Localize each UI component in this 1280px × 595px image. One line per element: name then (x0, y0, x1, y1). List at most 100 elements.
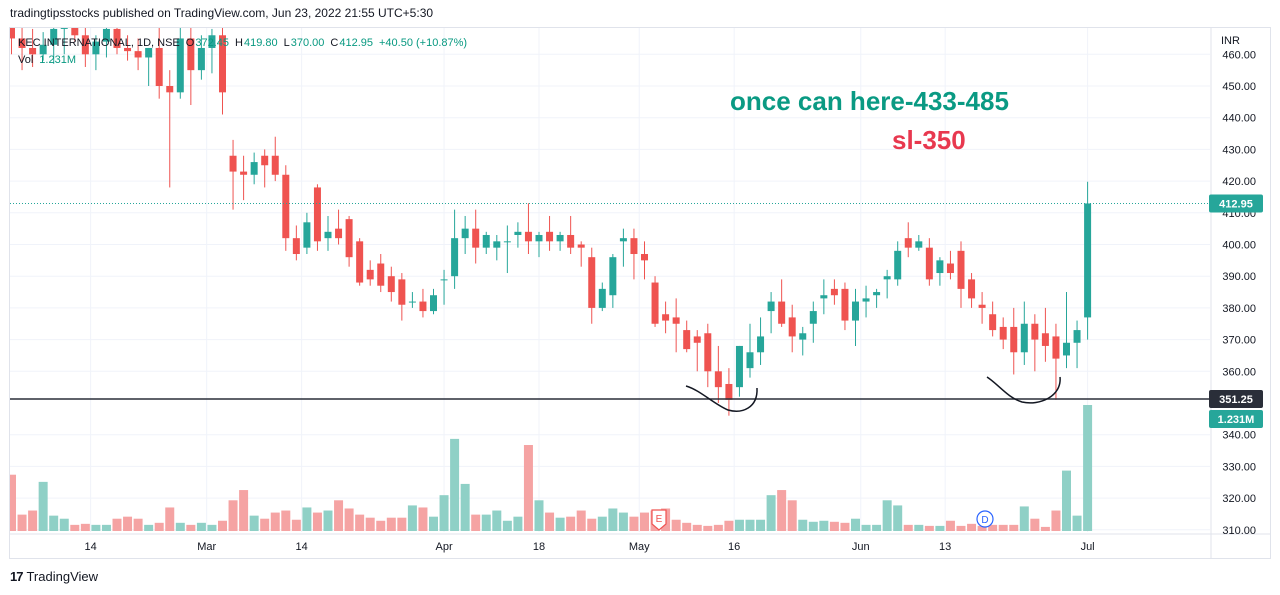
candle-body (873, 292, 881, 296)
volume-bar (460, 483, 470, 531)
volume-bar (418, 507, 428, 531)
legend-h-value: 419.80 (243, 36, 278, 49)
time-tick-label: 14 (296, 541, 308, 553)
volume-bar (481, 514, 491, 531)
volume-bar (439, 495, 449, 531)
earnings-marker-icon: E (651, 509, 667, 531)
volume-bar (281, 510, 291, 531)
volume-bar (323, 510, 333, 531)
candle-body (261, 155, 269, 166)
target-annotation[interactable]: once can here-433-485 (730, 86, 1009, 116)
last-price-badge-text: 412.95 (1219, 198, 1253, 210)
candle-body (999, 326, 1007, 340)
candle-body (303, 222, 311, 248)
volume-bar (977, 525, 987, 531)
volume-bar (344, 508, 354, 531)
legend-symbol[interactable]: KEC INTERNATIONAL, 1D, NSE (18, 36, 180, 49)
price-tick-label: 320.00 (1222, 493, 1256, 505)
chart-frame[interactable] (9, 27, 1271, 559)
candle-body (598, 288, 606, 308)
volume-bar (260, 518, 270, 531)
candle-body (788, 317, 796, 337)
volume-bar (608, 508, 618, 531)
volume-bar (1009, 524, 1019, 531)
candle-body (567, 234, 575, 248)
volume-bar (429, 516, 438, 531)
time-tick-label: Mar (197, 541, 216, 553)
volume-bar (1040, 526, 1050, 531)
volume-bar (534, 500, 544, 531)
volume-bar (1030, 518, 1040, 531)
legend-vol-label[interactable]: Vol (18, 53, 34, 66)
candle-body (250, 162, 258, 175)
price-tick-label: 450.00 (1222, 81, 1256, 93)
legend-h-label: H (235, 36, 243, 49)
volume-bar (397, 517, 407, 531)
volume-bar (186, 524, 196, 531)
candle-body (482, 234, 490, 248)
candle-body (324, 231, 332, 239)
price-tick-label: 330.00 (1222, 461, 1256, 473)
candle-body (978, 304, 986, 308)
volume-bar (798, 519, 808, 531)
volume-bar (49, 515, 59, 531)
volume-bar (249, 515, 259, 531)
support-price-badge: 351.25 (1209, 390, 1263, 409)
legend-vol-value: 1.231M (39, 53, 76, 66)
volume-bar (967, 523, 977, 531)
candle-body (1073, 330, 1081, 343)
volume-bar (112, 518, 122, 531)
time-tick-label: Jul (1081, 541, 1095, 553)
candle-body (503, 241, 511, 243)
candle-body (176, 38, 184, 93)
tradingview-logo[interactable]: 17 TradingView (10, 569, 98, 584)
candle-body (440, 279, 448, 281)
volume-bar (144, 524, 154, 531)
volume-bar (787, 500, 797, 531)
support-price-badge-text: 351.25 (1219, 394, 1253, 406)
dividend-marker-circle (976, 510, 994, 528)
candle-body (662, 314, 670, 321)
candle-body (155, 47, 163, 86)
volume-bar (334, 500, 344, 531)
candle-body (271, 155, 279, 175)
volume-bar (872, 524, 882, 531)
price-tick-label: 340.00 (1222, 430, 1256, 442)
legend-c-label: C (330, 36, 339, 49)
volume-bar (228, 500, 238, 531)
candle-body (936, 260, 944, 274)
time-tick-label: 14 (85, 541, 97, 553)
volume-bar (808, 521, 818, 531)
candle-body (693, 336, 701, 343)
volume-bar (386, 517, 396, 531)
candle-body (946, 263, 954, 274)
legend-o-value: 372.45 (195, 36, 229, 49)
time-tick-label: 16 (728, 541, 740, 553)
candle-body (609, 257, 617, 296)
candle-body (493, 241, 501, 248)
price-tick-label: 390.00 (1222, 271, 1256, 283)
candle-body (387, 276, 395, 293)
price-tick-label: 400.00 (1222, 240, 1256, 252)
volume-bar (196, 522, 206, 531)
price-tick-label: 360.00 (1222, 366, 1256, 378)
volume-bar (355, 514, 365, 531)
volume-bar (988, 524, 998, 531)
volume-bar (17, 514, 27, 531)
candle-body (134, 51, 142, 58)
candle-body (704, 333, 712, 372)
time-tick-label: Apr (435, 541, 452, 553)
stoploss-annotation[interactable]: sl-350 (892, 125, 966, 155)
candle-body (282, 174, 290, 239)
candle-body (10, 28, 15, 39)
volume-bar (218, 520, 227, 531)
currency-label: INR (1221, 35, 1240, 47)
candle-body (524, 231, 532, 242)
price-tick-label: 380.00 (1222, 303, 1256, 315)
volume-bar (713, 524, 723, 531)
volume-badge: 1.231M (1209, 410, 1263, 428)
candle-body (820, 295, 828, 299)
candle-body (915, 241, 923, 248)
axes: INR460.00450.00440.00430.00420.00410.004… (10, 28, 1270, 559)
